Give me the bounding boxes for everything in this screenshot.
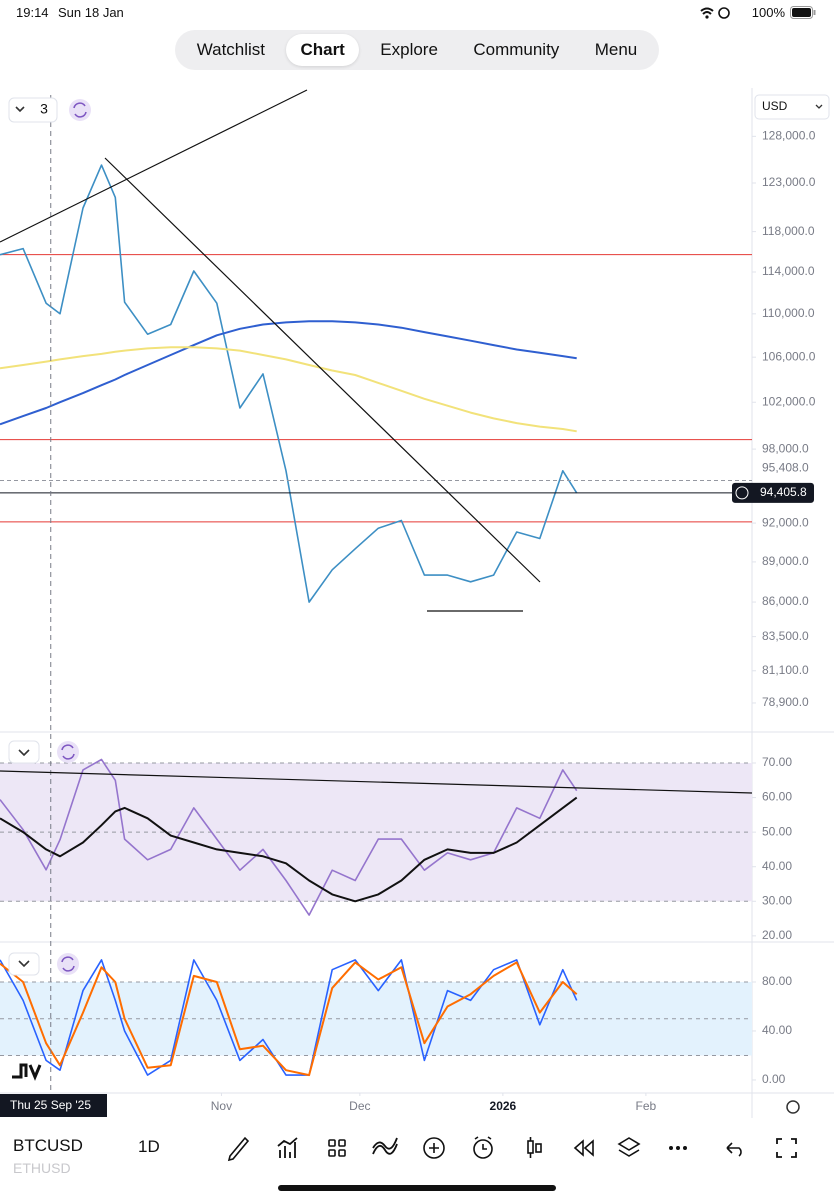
- undo-icon[interactable]: [726, 1142, 742, 1157]
- overlay: 3 USD: [0, 89, 830, 1114]
- y-tick-label: 114,000.0: [762, 264, 815, 278]
- bottom-toolbar: BTCUSD ETHUSD 1D: [0, 1120, 834, 1180]
- y-tick-label: 30.00: [762, 893, 792, 907]
- x-tick-label: Dec: [349, 1099, 370, 1113]
- add-icon[interactable]: [423, 1137, 445, 1159]
- y-tick-label: 118,000.0: [762, 224, 815, 238]
- rsi-trend-line: [0, 770, 753, 794]
- nav-tab[interactable]: Community: [473, 40, 560, 59]
- y-tick-label: 89,000.0: [762, 554, 809, 568]
- y-tick-label: 78,900.0: [762, 695, 809, 709]
- sync-icon: [73, 102, 87, 118]
- price-label-box: [732, 482, 814, 503]
- chevron-icon: [15, 106, 25, 113]
- x-tick-label: Nov: [211, 1099, 232, 1113]
- y-tick-label: 40.00: [762, 1023, 792, 1037]
- status-date: Sun 18 Jan: [58, 5, 124, 20]
- status-glyphs: [700, 6, 743, 19]
- pane: 80.00 40.00 0.00 Nov Dec 2026 Feb: [0, 959, 792, 1113]
- battery-level: 100%: [751, 5, 785, 20]
- series-line: [0, 758, 578, 916]
- x-tick-label: Feb: [636, 1099, 657, 1113]
- nav-tab[interactable]: Chart: [286, 34, 359, 66]
- sync-icon: [61, 744, 75, 760]
- series-line: [0, 346, 577, 433]
- interval[interactable]: 1D: [138, 1137, 160, 1156]
- currency-select[interactable]: [754, 94, 830, 120]
- draw-icon[interactable]: [227, 1136, 250, 1162]
- y-tick-label: 92,000.0: [762, 515, 809, 529]
- y-tick-label: 110,000.0: [762, 306, 815, 320]
- nav-tab[interactable]: Watchlist: [196, 40, 266, 59]
- sync-button[interactable]: [57, 741, 79, 763]
- series-line: [0, 164, 578, 603]
- y-tick-label: 50.00: [762, 824, 792, 838]
- pane-collapse-button[interactable]: [8, 740, 40, 764]
- more-icon[interactable]: [669, 1146, 687, 1150]
- pane-collapse-button[interactable]: [8, 952, 40, 976]
- pane: 128,000.0 123,000.0 118,000.0 114,000.0 110,…: [0, 129, 816, 709]
- y-tick-label: 86,000.0: [762, 594, 809, 608]
- series-line: [0, 796, 578, 903]
- trend-line: [0, 89, 308, 243]
- tv-logo: [12, 1063, 42, 1081]
- y-tick-label: 106,000.0: [762, 349, 816, 363]
- indicators-icon[interactable]: [277, 1137, 298, 1158]
- status-bar: 19:14 Sun 18 Jan 100%: [0, 0, 834, 26]
- y-tick-label: 70.00: [762, 755, 792, 769]
- y-tick-label: 98,000.0: [762, 441, 809, 455]
- y-tick-label: 128,000.0: [762, 129, 816, 143]
- home-indicator: [278, 1185, 556, 1191]
- y-tick-label: 123,000.0: [762, 175, 816, 189]
- y-tick-label: 81,100.0: [762, 663, 809, 677]
- fullscreen-icon[interactable]: [776, 1138, 797, 1158]
- chevron-icon: [815, 104, 823, 109]
- compare-symbol[interactable]: ETHUSD: [13, 1160, 71, 1176]
- layout-button[interactable]: [8, 97, 58, 123]
- price-label: 94,405.8: [760, 485, 807, 499]
- series-line: [0, 961, 578, 1077]
- crosshair-plus: [735, 486, 749, 500]
- y-tick-label: 0.00: [762, 1072, 786, 1086]
- battery-icon: [790, 6, 816, 19]
- chevron-icon: [18, 960, 30, 968]
- alert-icon[interactable]: [473, 1136, 493, 1159]
- sync-button[interactable]: [69, 99, 91, 121]
- nav-bar: Watchlist Chart Explore Community Menu: [175, 30, 659, 70]
- pane: 70.00 60.00 50.00 40.00 30.00 20.00: [0, 755, 792, 942]
- templates-icon[interactable]: [328, 1139, 346, 1157]
- bar-style-icon[interactable]: [527, 1137, 542, 1158]
- y-tick-label: 83,500.0: [762, 629, 809, 643]
- y-tick-label: 40.00: [762, 859, 792, 873]
- status-icons: 100%: [699, 5, 816, 20]
- crosshair-label: Thu 25 Sep '25: [10, 1098, 91, 1112]
- nav-tab[interactable]: Explore: [380, 40, 438, 59]
- chart-layout: [0, 88, 834, 1118]
- y-tick-label: 60.00: [762, 790, 792, 804]
- layers-icon[interactable]: [617, 1137, 641, 1157]
- crosshair-label-box: [0, 1094, 107, 1117]
- sync-icon: [61, 956, 75, 972]
- chart-area: 128,000.0 123,000.0 118,000.0 114,000.0 110,…: [0, 88, 834, 1118]
- status-time: 19:14: [16, 5, 49, 20]
- toolbar-icons: [227, 1136, 797, 1162]
- symbol[interactable]: BTCUSD: [13, 1136, 83, 1155]
- settings-button[interactable]: [786, 1100, 800, 1114]
- y-tick-label: 102,000.0: [762, 394, 816, 408]
- layout-count: 3: [40, 101, 48, 117]
- y-tick-label: 80.00: [762, 974, 792, 988]
- replay-icon[interactable]: [573, 1139, 594, 1157]
- currency-label: USD: [762, 99, 788, 113]
- sync-button[interactable]: [57, 953, 79, 975]
- nav-tab[interactable]: Menu: [594, 40, 638, 59]
- x-tick-label: 2026: [490, 1099, 517, 1113]
- trend-line: [104, 157, 541, 583]
- compare-icon[interactable]: [372, 1137, 398, 1155]
- chevron-icon: [18, 749, 30, 757]
- price-label: 95,408.0: [762, 461, 809, 475]
- y-tick-label: 20.00: [762, 928, 792, 942]
